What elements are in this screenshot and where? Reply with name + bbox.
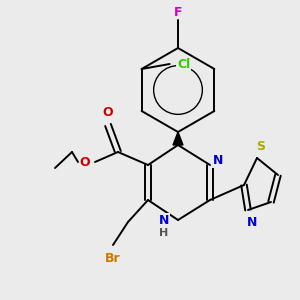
Polygon shape <box>173 132 183 145</box>
Text: N: N <box>213 154 223 167</box>
Text: F: F <box>174 5 182 19</box>
Text: O: O <box>80 155 90 169</box>
Text: S: S <box>256 140 266 154</box>
Text: Cl: Cl <box>177 58 190 70</box>
Text: H: H <box>159 228 169 238</box>
Text: N: N <box>159 214 169 226</box>
Text: N: N <box>247 215 257 229</box>
Text: Br: Br <box>105 251 121 265</box>
Text: O: O <box>103 106 113 118</box>
